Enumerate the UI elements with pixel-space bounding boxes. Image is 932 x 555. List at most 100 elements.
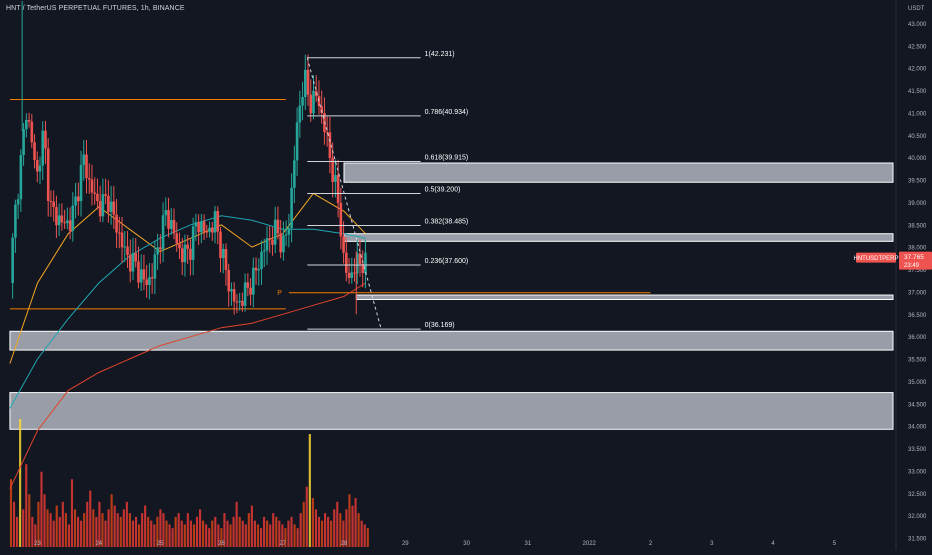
volume-bar	[287, 520, 290, 547]
volume-bar	[235, 501, 238, 547]
volume-bar	[95, 516, 98, 547]
volume-bar	[55, 505, 58, 547]
candle-body	[364, 252, 367, 274]
volume-bar	[205, 524, 208, 547]
volume-bar	[9, 479, 13, 547]
price-tick-label: 34.000	[908, 425, 927, 431]
volume-bar	[174, 516, 177, 547]
candle-body	[172, 219, 176, 234]
candle-body	[35, 160, 39, 172]
candle-body	[325, 131, 329, 133]
volume-bar	[266, 520, 269, 547]
candle-body	[137, 261, 140, 283]
volume-bar	[272, 513, 275, 547]
volume-bar	[156, 516, 159, 547]
volume-bar	[116, 513, 119, 547]
volume-bar	[324, 513, 327, 547]
volume-bar	[125, 501, 128, 547]
volume-bar	[98, 501, 101, 547]
zone-box	[355, 294, 894, 301]
volume-bar	[162, 513, 165, 547]
candle-body	[312, 90, 315, 114]
candle-body	[11, 237, 14, 283]
volume-bar	[34, 524, 37, 547]
volume-bar	[49, 513, 52, 547]
candle-body	[33, 142, 36, 161]
volume-bar	[208, 528, 211, 547]
fib-level-label: 0.236(37.600)	[425, 258, 469, 265]
candle-body	[85, 154, 88, 179]
volume-bar	[86, 501, 89, 547]
volume-bar	[113, 505, 116, 547]
candle-body	[241, 300, 244, 306]
candle-body	[123, 246, 127, 248]
volume-bar	[253, 520, 257, 547]
time-tick-label: 2022	[583, 541, 597, 547]
candle-body	[306, 69, 310, 95]
price-tick-label: 37.000	[908, 290, 927, 296]
candle-body	[284, 234, 288, 236]
volume-bar	[217, 524, 220, 547]
candle-body	[175, 233, 179, 244]
fib-level-label: 0.382(38.485)	[425, 218, 469, 225]
price-tick-label: 42.000	[908, 67, 927, 73]
price-tick-label: 34.500	[908, 402, 927, 408]
price-tick-label: 42.500	[908, 44, 927, 50]
volume-bar	[186, 513, 189, 547]
candle-body	[358, 253, 362, 264]
candle-body	[230, 289, 233, 292]
candle-body	[243, 282, 247, 306]
candle-body	[254, 267, 258, 271]
candle-body	[290, 187, 293, 229]
volume-bar	[229, 524, 232, 547]
last-price-tag	[899, 251, 932, 270]
candle-body	[191, 226, 195, 260]
volume-bar	[327, 516, 330, 547]
volume-bar	[40, 471, 43, 547]
candle-body	[197, 222, 200, 233]
price-tick-label: 41.000	[908, 111, 927, 117]
candle-body	[273, 219, 277, 245]
price-tick-label: 32.500	[908, 492, 927, 498]
volume-bar	[293, 524, 296, 547]
volume-bar	[302, 501, 305, 547]
volume-bar	[22, 509, 25, 547]
candle-body	[107, 195, 110, 212]
price-tick-label: 37.500	[908, 268, 927, 274]
candle-body	[109, 201, 113, 212]
candle-body	[57, 215, 61, 226]
candle-body	[79, 164, 83, 202]
volume-bar	[363, 524, 366, 547]
volume-bar	[92, 509, 95, 547]
candle-body	[71, 205, 75, 231]
candle-body	[153, 254, 157, 279]
price-tick-label: 35.500	[908, 358, 927, 364]
volume-bar	[202, 520, 205, 547]
volume-bar	[189, 520, 192, 547]
volume-bar	[192, 524, 196, 547]
volume-bar	[61, 501, 64, 547]
fib-level-label: 0.5(39.200)	[425, 186, 461, 193]
candle-body	[19, 154, 23, 200]
volume-bar	[64, 513, 67, 547]
candle-body	[301, 97, 304, 106]
last-price-value: 37.765	[904, 254, 924, 261]
volume-bar	[348, 494, 351, 547]
volume-bar	[12, 501, 16, 547]
time-tick-label: 5	[833, 541, 837, 547]
time-tick-label: 27	[279, 541, 286, 547]
candle-body	[210, 227, 214, 233]
candle-body	[161, 215, 165, 250]
volume-bar	[345, 509, 348, 547]
price-tick-label: 31.500	[908, 537, 927, 543]
volume-bar	[305, 486, 308, 547]
candle-body	[60, 215, 64, 223]
candle-body	[120, 232, 124, 248]
volume-bar	[284, 528, 287, 547]
candle-body	[186, 244, 189, 249]
price-tick-label: 39.000	[908, 201, 927, 207]
volume-bar	[183, 524, 186, 547]
